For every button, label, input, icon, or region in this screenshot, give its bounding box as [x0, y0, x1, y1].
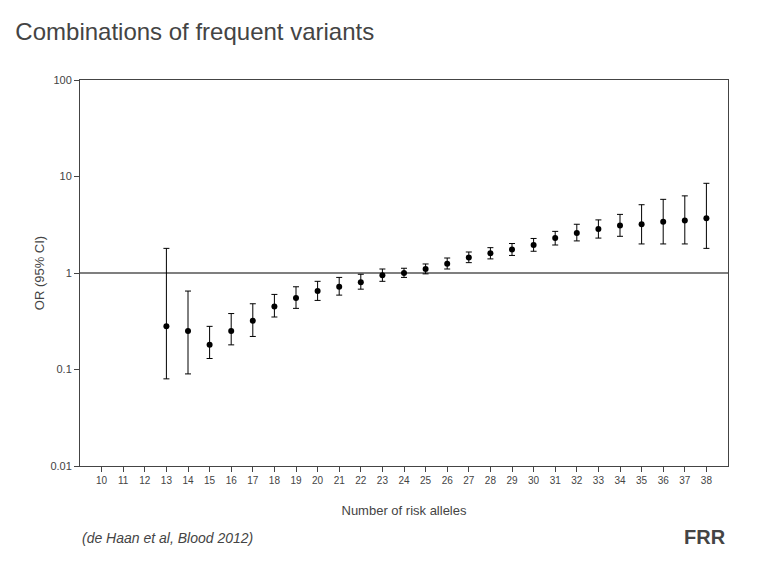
svg-text:29: 29	[506, 475, 518, 486]
svg-text:36: 36	[658, 475, 670, 486]
svg-text:37: 37	[679, 475, 691, 486]
svg-text:1: 1	[66, 267, 72, 279]
svg-text:22: 22	[355, 475, 367, 486]
svg-text:28: 28	[485, 475, 497, 486]
svg-text:10: 10	[96, 475, 108, 486]
svg-text:33: 33	[593, 475, 605, 486]
svg-text:Number of risk alleles: Number of risk alleles	[342, 503, 467, 518]
svg-text:21: 21	[334, 475, 346, 486]
svg-text:26: 26	[442, 475, 454, 486]
svg-text:(de Haan et al, Blood 2012): (de Haan et al, Blood 2012)	[82, 530, 253, 546]
svg-text:20: 20	[312, 475, 324, 486]
svg-text:23: 23	[377, 475, 389, 486]
svg-text:100: 100	[53, 74, 71, 86]
svg-text:24: 24	[398, 475, 410, 486]
svg-text:15: 15	[204, 475, 216, 486]
svg-text:32: 32	[571, 475, 583, 486]
svg-text:16: 16	[226, 475, 238, 486]
svg-text:14: 14	[182, 475, 194, 486]
svg-text:35: 35	[636, 475, 648, 486]
svg-text:0.01: 0.01	[50, 460, 71, 472]
svg-text:0.1: 0.1	[57, 363, 72, 375]
svg-text:OR (95% CI): OR (95% CI)	[32, 236, 47, 310]
svg-text:19: 19	[290, 475, 302, 486]
svg-text:30: 30	[528, 475, 540, 486]
svg-text:38: 38	[701, 475, 713, 486]
svg-text:18: 18	[269, 475, 281, 486]
svg-text:34: 34	[614, 475, 626, 486]
svg-text:FRR: FRR	[684, 526, 726, 548]
svg-text:12: 12	[139, 475, 151, 486]
svg-text:13: 13	[161, 475, 173, 486]
svg-text:25: 25	[420, 475, 432, 486]
svg-text:27: 27	[463, 475, 475, 486]
svg-text:10: 10	[60, 170, 72, 182]
svg-text:Combinations of frequent varia: Combinations of frequent variants	[15, 18, 374, 45]
svg-text:31: 31	[550, 475, 562, 486]
svg-text:11: 11	[118, 475, 129, 486]
svg-text:17: 17	[247, 475, 259, 486]
